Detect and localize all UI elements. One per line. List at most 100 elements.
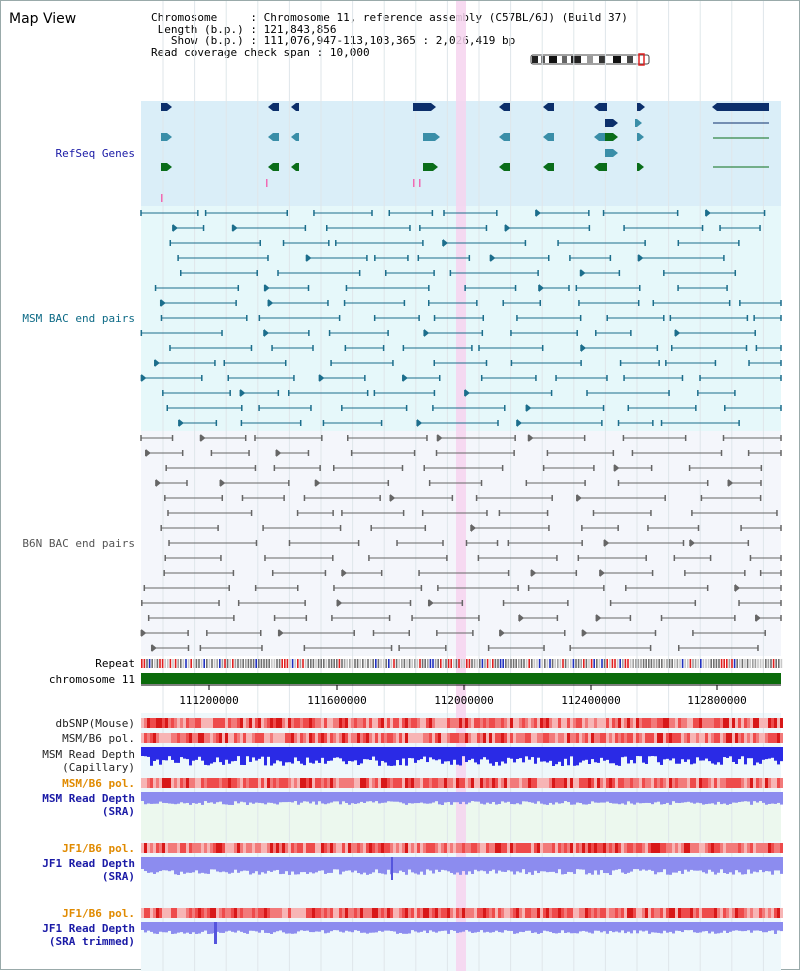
heat-cell (165, 778, 168, 788)
depth-bar (756, 747, 759, 763)
depth-bar (351, 857, 354, 873)
heat-cell (264, 908, 267, 918)
depth-bar (492, 792, 495, 803)
heat-cell (762, 843, 765, 853)
depth-bar (219, 792, 222, 802)
track-label-msm-depth-cap[interactable]: MSM Read Depth (Capillary) (1, 748, 135, 774)
heat-cell (201, 718, 204, 728)
repeat-element (281, 659, 283, 668)
depth-bar (375, 747, 378, 761)
depth-bar (519, 792, 522, 805)
heat-cell (432, 718, 435, 728)
depth-bar (726, 857, 729, 874)
depth-bar (420, 792, 423, 803)
track-label-jf1-depth-trim[interactable]: JF1 Read Depth (SRA trimmed) (1, 922, 135, 948)
depth-bar (156, 922, 159, 934)
repeat-element (598, 659, 601, 668)
heat-cell (285, 843, 288, 853)
heat-cell (567, 908, 570, 918)
heat-cell (429, 778, 432, 788)
heat-cell (648, 733, 651, 743)
b6n-bac-track (140, 434, 782, 652)
track-label-msm-b6-pol-1[interactable]: MSM/B6 pol. (62, 732, 135, 745)
heat-cell (720, 843, 723, 853)
heat-cell (372, 718, 375, 728)
depth-bar (540, 792, 543, 804)
repeat-element (562, 659, 564, 668)
heat-cell (141, 733, 144, 743)
depth-bar (618, 922, 621, 933)
depth-bar (504, 792, 507, 803)
depth-bar (168, 792, 171, 804)
depth-bar (261, 922, 264, 931)
heat-cell (765, 778, 768, 788)
heat-cell (144, 733, 147, 743)
heat-cell (228, 778, 231, 788)
heat-cell (234, 908, 237, 918)
heat-cell (390, 843, 393, 853)
heat-cell (441, 778, 444, 788)
heat-cell (327, 908, 330, 918)
heat-cell (495, 733, 498, 743)
depth-bar (267, 922, 270, 934)
heat-cell (603, 908, 606, 918)
depth-bar (411, 747, 414, 759)
heat-cell (456, 778, 459, 788)
depth-bar (546, 747, 549, 763)
heat-cell (609, 778, 612, 788)
heat-cell (624, 908, 627, 918)
depth-bar (207, 922, 210, 934)
depth-bar (372, 747, 375, 757)
selection-highlight[interactable] (456, 1, 466, 971)
heat-cell (402, 733, 405, 743)
depth-bar (381, 922, 384, 932)
repeat-element (723, 659, 725, 668)
repeat-element (338, 659, 341, 668)
heat-cell (471, 908, 474, 918)
depth-bar (171, 747, 174, 760)
repeat-element (572, 659, 575, 668)
depth-bar (609, 792, 612, 803)
depth-bar (483, 792, 486, 805)
track-label-msm-b6-pol-2[interactable]: MSM/B6 pol. (62, 777, 135, 790)
depth-bar (393, 747, 396, 766)
depth-bar (684, 747, 687, 762)
repeat-element (648, 659, 650, 668)
track-label-msm-bac[interactable]: MSM BAC end pairs (22, 312, 135, 325)
heat-cell (420, 718, 423, 728)
track-label-b6n-bac[interactable]: B6N BAC end pairs (22, 537, 135, 550)
track-label-msm-depth-sra[interactable]: MSM Read Depth (SRA) (1, 792, 135, 818)
heat-cell (573, 778, 576, 788)
depth-bar (771, 747, 774, 758)
heat-cell (693, 908, 696, 918)
depth-bar (342, 792, 345, 802)
heat-cell (750, 733, 753, 743)
track-label-jf1-b6-pol-2[interactable]: JF1/B6 pol. (62, 907, 135, 920)
track-label-refseq[interactable]: RefSeq Genes (55, 147, 135, 160)
depth-bar (441, 922, 444, 931)
repeat-element (427, 659, 429, 668)
depth-bar (675, 857, 678, 873)
heat-cell (465, 718, 468, 728)
depth-bar (678, 747, 681, 764)
heat-cell (426, 718, 429, 728)
heat-cell (684, 843, 687, 853)
heat-cell (720, 718, 723, 728)
track-label-jf1-depth-sra[interactable]: JF1 Read Depth (SRA) (1, 857, 135, 883)
track-label-jf1-b6-pol-1[interactable]: JF1/B6 pol. (62, 842, 135, 855)
depth-bar (543, 857, 546, 872)
depth-bar (354, 792, 357, 804)
depth-bar (264, 792, 267, 805)
depth-bar (432, 922, 435, 932)
depth-bar (777, 922, 780, 931)
depth-bar (357, 792, 360, 804)
chromosome-ideogram[interactable] (529, 53, 655, 67)
depth-bar (735, 857, 738, 871)
track-label-dbsnp[interactable]: dbSNP(Mouse) (55, 717, 135, 730)
depth-bar (342, 857, 345, 872)
heat-cell (162, 843, 165, 853)
chromosome-bar[interactable] (141, 673, 781, 684)
heat-cell (264, 778, 267, 788)
repeat-element (307, 659, 309, 668)
